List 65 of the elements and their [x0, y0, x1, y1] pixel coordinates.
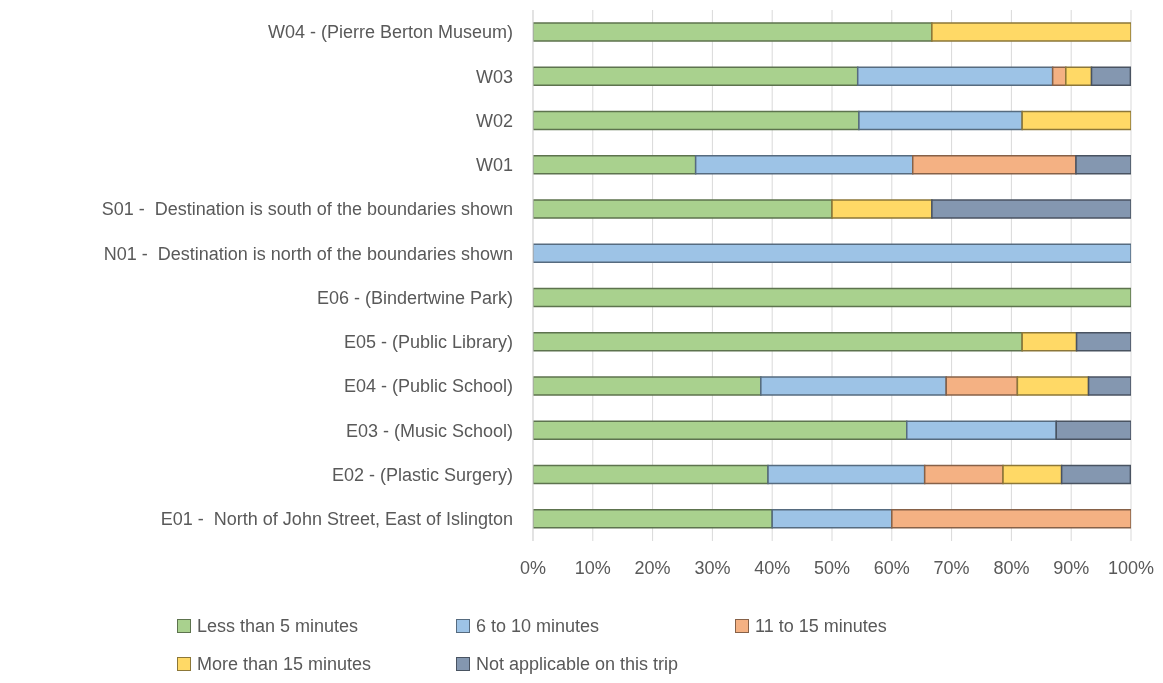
bar	[945, 376, 1019, 396]
bar	[1075, 332, 1131, 352]
x-tick-label: 0%	[519, 557, 547, 578]
bar	[831, 199, 933, 219]
bar	[1075, 155, 1131, 175]
bar	[533, 287, 1131, 308]
bar	[1021, 332, 1078, 352]
bar	[1090, 66, 1131, 86]
y-tick-label: S01 - Destination is south of the boundaries shown	[101, 199, 513, 220]
y-tick-label: E06 - (Bindertwine Park)	[316, 287, 513, 308]
bar	[533, 332, 1023, 352]
x-tick-label: 80%	[993, 557, 1030, 578]
bar	[1055, 420, 1131, 440]
x-tick-label: 40%	[754, 557, 791, 578]
bar	[1021, 110, 1131, 131]
legend-label: 11 to 15 minutes	[755, 615, 887, 637]
bar	[694, 155, 914, 175]
bar	[923, 464, 1004, 485]
bar	[911, 155, 1077, 175]
x-tick-label: 20%	[634, 557, 671, 578]
bar	[533, 66, 859, 86]
legend-label: 6 to 10 minutes	[476, 615, 600, 637]
bar	[858, 110, 1023, 131]
bar	[1065, 66, 1093, 86]
bar	[533, 155, 697, 175]
bar	[533, 464, 769, 485]
bar	[533, 420, 908, 440]
bar	[533, 22, 933, 42]
x-tick-label: 90%	[1053, 557, 1090, 578]
bar	[533, 243, 1131, 263]
bar	[533, 509, 773, 529]
x-tick-label: 30%	[694, 557, 731, 578]
bar	[906, 420, 1057, 440]
bar	[1016, 376, 1090, 396]
y-tick-label: E03 - (Music School)	[345, 420, 513, 441]
bar	[891, 509, 1131, 529]
y-tick-label: W01	[475, 155, 513, 176]
x-tick-label: 70%	[933, 557, 970, 578]
bar	[1060, 464, 1131, 485]
bar	[856, 66, 1054, 86]
bar	[533, 199, 833, 219]
y-tick-label: E05 - (Public Library)	[343, 332, 513, 353]
bar	[533, 110, 860, 131]
x-tick-label: 100%	[1107, 557, 1155, 578]
bar	[767, 464, 926, 485]
y-tick-label: N01 - Destination is north of the boundaries shown	[103, 243, 513, 264]
legend-label: Not applicable on this trip	[476, 653, 679, 675]
y-tick-label: E02 - (Plastic Surgery)	[331, 464, 513, 485]
legend-label: More than 15 minutes	[197, 653, 372, 675]
x-tick-label: 60%	[873, 557, 910, 578]
y-tick-label: W04 - (Pierre Berton Museum)	[267, 22, 513, 43]
y-tick-label: W03	[475, 66, 513, 87]
y-tick-label: E01 - North of John Street, East of Islington	[160, 509, 513, 530]
bar	[771, 509, 893, 529]
bar	[931, 22, 1131, 42]
bar	[533, 376, 762, 396]
bar	[760, 376, 947, 396]
y-tick-label: W02	[475, 110, 513, 131]
x-tick-label: 50%	[813, 557, 851, 578]
bar	[1002, 464, 1063, 485]
y-tick-label: E04 - (Public School)	[343, 376, 513, 397]
bar	[1087, 376, 1131, 396]
bar	[931, 199, 1131, 219]
legend-label: Less than 5 minutes	[197, 615, 359, 637]
x-tick-label: 10%	[574, 557, 611, 578]
